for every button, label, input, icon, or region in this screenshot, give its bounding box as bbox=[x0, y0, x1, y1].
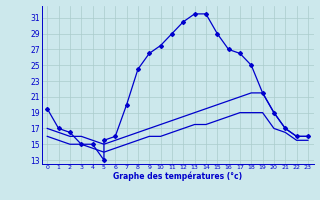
X-axis label: Graphe des températures (°c): Graphe des températures (°c) bbox=[113, 172, 242, 181]
